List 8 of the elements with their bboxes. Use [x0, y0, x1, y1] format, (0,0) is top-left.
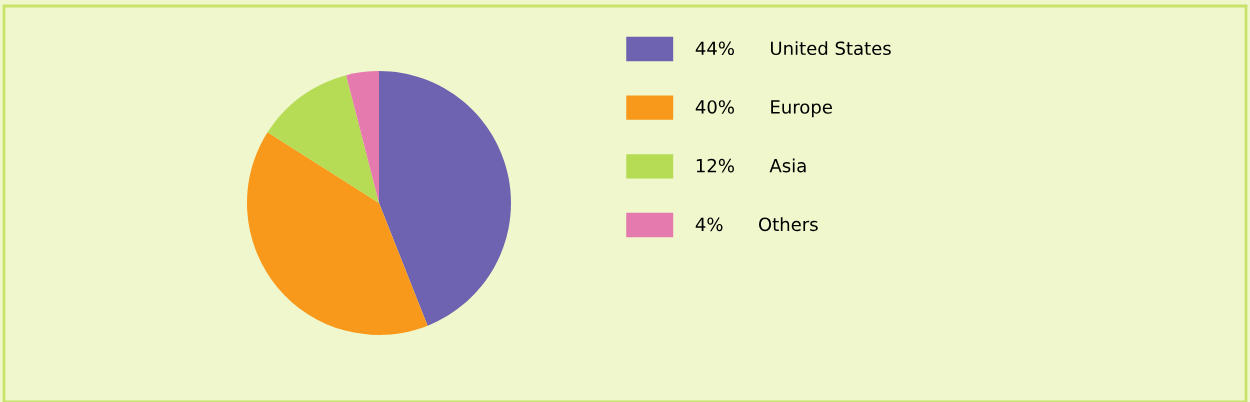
legend-label: 44% United States: [695, 41, 891, 56]
pie-slice: [267, 75, 379, 203]
legend-label: 40% Europe: [695, 100, 832, 118]
pie-slice: [247, 132, 428, 335]
pie-slice: [379, 71, 511, 326]
pie-slice: [346, 71, 379, 203]
legend-label: 12% Asia: [696, 158, 806, 173]
legend-label: 4% Others: [695, 217, 818, 232]
